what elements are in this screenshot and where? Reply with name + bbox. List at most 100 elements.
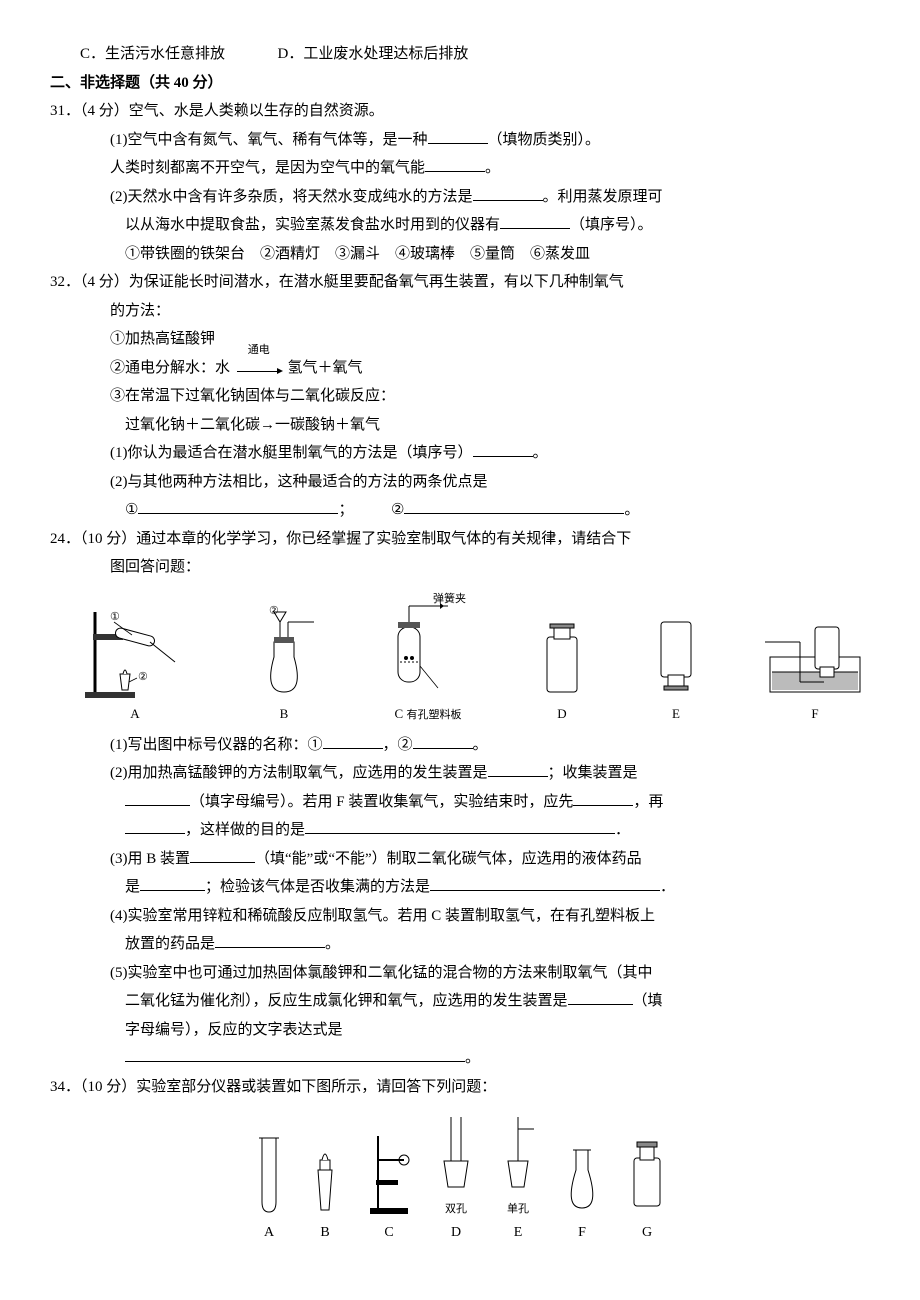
q31-2b: 以从海水中提取食盐，实验室蒸发食盐水时用到的仪器有（填序号）。 (50, 211, 870, 240)
blank[interactable] (473, 183, 543, 201)
q32-q2: (2)与其他两种方法相比，这种最适合的方法的两条优点是 (50, 468, 870, 497)
fig34-d: 双孔 D (436, 1109, 476, 1246)
fig34-c-label: C (384, 1220, 393, 1247)
svg-text:②: ② (269, 605, 279, 617)
q24-3: (3)用 B 装置（填“能”或“不能”）制取二氧化碳气体，应选用的液体药品 (50, 845, 870, 874)
q24-4b: 放置的药品是。 (50, 930, 870, 959)
opt-c: C．生活污水任意排放 (80, 46, 225, 62)
q24-5b: 二氧化锰为催化剂），反应生成氯化钾和氧气，应选用的发生装置是（填 (50, 987, 870, 1016)
fig-a-label: A (130, 702, 139, 727)
fig-b: ② B (244, 602, 324, 727)
q24-2: (2)用加热高锰酸钾的方法制取氧气，应选用的发生装置是；收集装置是 (50, 759, 870, 788)
q31-1b: 人类时刻都离不开空气，是因为空气中的氧气能。 (50, 154, 870, 183)
q34-head: 34．（10 分）实验室部分仪器或装置如下图所示，请回答下列问题： (50, 1073, 870, 1102)
fig-e-label: E (672, 702, 680, 727)
blank[interactable] (413, 731, 473, 749)
fig-d-label: D (557, 702, 566, 727)
fig34-g-label: G (642, 1220, 652, 1247)
q32-m3b: 过氧化钠＋二氧化碳→一碳酸钠＋氧气 (50, 411, 870, 440)
q24-5: (5)实验室中也可通过加热固体氯酸钾和二氧化锰的混合物的方法来制取氧气（其中 (50, 959, 870, 988)
q32-head: 32．（4 分）为保证能长时间潜水，在潜水艇里要配备氧气再生装置，有以下几种制氧… (50, 268, 870, 297)
blank[interactable] (125, 1045, 465, 1063)
blank[interactable] (430, 874, 660, 892)
fig34-f: F (560, 1130, 604, 1247)
fig34-d-sublabel: 双孔 (445, 1199, 467, 1220)
q24-5c: 字母编号），反应的文字表达式是 (50, 1016, 870, 1045)
stopper-2hole-icon (436, 1109, 476, 1199)
fig34-d-label: D (451, 1220, 461, 1247)
fig34-b: B (308, 1130, 342, 1247)
blank[interactable] (488, 760, 548, 778)
svg-text:①: ① (110, 611, 120, 623)
fig34-a-label: A (264, 1220, 274, 1247)
blank[interactable] (140, 874, 205, 892)
blank[interactable] (473, 440, 533, 458)
fig-a: ① ② A (80, 602, 190, 727)
fig34-g: G (626, 1130, 668, 1247)
arrow-electrolysis: 通电 (234, 354, 284, 383)
blank[interactable] (568, 988, 633, 1006)
blank[interactable] (573, 788, 633, 806)
apparatus-b-icon: ② (244, 602, 324, 702)
section-2-title: 二、非选择题（共 40 分） (50, 69, 870, 98)
q31-1: (1)空气中含有氮气、氧气、稀有气体等，是一种（填物质类别）。 (50, 126, 870, 155)
q24-1: (1)写出图中标号仪器的名称：①，②。 (50, 731, 870, 760)
q32-m3: ③在常温下过氧化钠固体与二氧化碳反应： (50, 382, 870, 411)
fig34-c: C (364, 1130, 414, 1247)
apparatus-e-icon (646, 612, 706, 702)
q24-5d: 。 (50, 1044, 870, 1073)
q24-3b: 是；检验该气体是否收集满的方法是． (50, 873, 870, 902)
blank[interactable] (500, 212, 570, 230)
iron-stand-icon (364, 1130, 414, 1220)
q32-q2ans: ①； ②。 (50, 496, 870, 525)
opt-d: D．工业废水处理达标后排放 (278, 46, 469, 62)
q24-2c: ，这样做的目的是． (50, 816, 870, 845)
fig-c: 弹簧夹 C 有孔塑料板 (378, 592, 478, 727)
apparatus-a-icon: ① ② (80, 602, 190, 702)
fig34-a: A (252, 1130, 286, 1247)
q24-4: (4)实验室常用锌粒和稀硫酸反应制取氢气。若用 C 装置制取氢气，在有孔塑料板上 (50, 902, 870, 931)
q32-m1: ①加热高锰酸钾 (50, 325, 870, 354)
spring-clip-label: 弹簧夹 (433, 592, 466, 605)
apparatus-f-icon (760, 612, 870, 702)
apparatus-c-icon: 弹簧夹 (378, 592, 478, 702)
burner-icon (308, 1130, 342, 1220)
blank[interactable] (323, 731, 383, 749)
stopper-1hole-icon (498, 1109, 538, 1199)
test-tube-icon (252, 1130, 286, 1220)
apparatus-d-icon (532, 612, 592, 702)
fig-b-label: B (280, 702, 289, 727)
fig34-e-sublabel: 单孔 (507, 1199, 529, 1220)
fig34-b-label: B (320, 1220, 329, 1247)
blank[interactable] (215, 931, 325, 949)
fig-f: F (760, 612, 870, 727)
prev-options: C．生活污水任意排放 D．工业废水处理达标后排放 (50, 40, 870, 69)
blank[interactable] (428, 126, 488, 144)
q31-head: 31．（4 分）空气、水是人类赖以生存的自然资源。 (50, 97, 870, 126)
blank[interactable] (138, 497, 338, 515)
fig-d: D (532, 612, 592, 727)
q32-m2: ②通电分解水：水 通电 氢气＋氧气 (50, 354, 870, 383)
fig34-f-label: F (578, 1220, 586, 1247)
blank[interactable] (190, 845, 255, 863)
q32-q1: (1)你认为最适合在潜水艇里制氧气的方法是（填序号）。 (50, 439, 870, 468)
blank[interactable] (425, 155, 485, 173)
blank[interactable] (404, 497, 624, 515)
fig-c-label: C (395, 706, 404, 721)
q24-head: 24．（10 分）通过本章的化学学习，你已经掌握了实验室制取气体的有关规律，请结… (50, 525, 870, 554)
gas-bottle-icon (626, 1130, 668, 1220)
blank[interactable] (125, 788, 190, 806)
q34-figure-row: A B C 双孔 D 单孔 (50, 1109, 870, 1246)
q24-figure-row: ① ② A ② B 弹簧夹 (80, 592, 870, 727)
q31-2: (2)天然水中含有许多杂质，将天然水变成纯水的方法是。利用蒸发原理可 (50, 183, 870, 212)
q32-head2: 的方法： (50, 297, 870, 326)
fig34-e-label: E (514, 1220, 523, 1247)
svg-text:②: ② (138, 671, 148, 683)
q31-2c: ①带铁圈的铁架台 ②酒精灯 ③漏斗 ④玻璃棒 ⑤量筒 ⑥蒸发皿 (50, 240, 870, 269)
blank[interactable] (305, 817, 615, 835)
q24-2b: （填字母编号）。若用 F 装置收集氧气，实验结束时，应先，再 (50, 788, 870, 817)
fig34-e: 单孔 E (498, 1109, 538, 1246)
fig-e: E (646, 612, 706, 727)
fig-f-label: F (811, 702, 818, 727)
blank[interactable] (125, 817, 185, 835)
